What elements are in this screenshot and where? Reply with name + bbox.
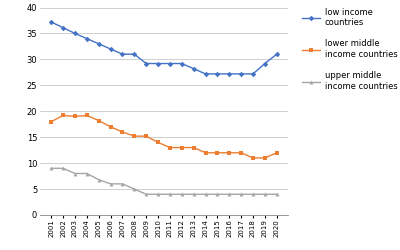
lower middle
income countries [156,141,160,144]
lower middle
income countries [132,135,137,138]
low income
countries [250,72,255,76]
low income
countries [168,62,172,65]
upper middle
income countries [73,172,78,175]
lower middle
income countries [227,151,232,154]
low income
countries [132,53,137,56]
Line: low income
countries: low income countries [49,20,279,76]
lower middle
income countries [61,114,66,117]
lower middle
income countries [191,146,196,149]
low income
countries [144,62,149,65]
low income
countries [203,72,208,76]
lower middle
income countries [120,130,125,134]
upper middle
income countries [156,193,160,196]
lower middle
income countries [215,151,220,154]
lower middle
income countries [144,135,149,138]
lower middle
income countries [49,120,54,123]
upper middle
income countries [144,193,149,196]
low income
countries [156,62,160,65]
Line: upper middle
income countries: upper middle income countries [49,166,279,196]
Legend: low income
countries, lower middle
income countries, upper middle
income countri: low income countries, lower middle incom… [302,8,397,91]
Line: lower middle
income countries: lower middle income countries [49,114,279,160]
upper middle
income countries [179,193,184,196]
upper middle
income countries [120,182,125,186]
lower middle
income countries [274,151,279,154]
upper middle
income countries [168,193,172,196]
lower middle
income countries [262,156,267,160]
lower middle
income countries [239,151,244,154]
upper middle
income countries [49,167,54,170]
upper middle
income countries [108,182,113,186]
lower middle
income countries [250,156,255,160]
upper middle
income countries [227,193,232,196]
low income
countries [84,37,89,40]
low income
countries [108,48,113,50]
lower middle
income countries [73,115,78,118]
low income
countries [179,62,184,65]
low income
countries [73,32,78,35]
upper middle
income countries [239,193,244,196]
low income
countries [262,62,267,65]
low income
countries [239,72,244,76]
upper middle
income countries [84,172,89,175]
low income
countries [227,72,232,76]
low income
countries [49,20,54,24]
upper middle
income countries [215,193,220,196]
upper middle
income countries [96,178,101,181]
upper middle
income countries [262,193,267,196]
upper middle
income countries [191,193,196,196]
lower middle
income countries [179,146,184,149]
low income
countries [96,42,101,45]
low income
countries [274,53,279,56]
upper middle
income countries [61,167,66,170]
lower middle
income countries [84,114,89,117]
low income
countries [61,26,66,29]
upper middle
income countries [274,193,279,196]
upper middle
income countries [203,193,208,196]
upper middle
income countries [250,193,255,196]
lower middle
income countries [96,119,101,122]
low income
countries [120,53,125,56]
lower middle
income countries [203,151,208,154]
lower middle
income countries [108,125,113,128]
low income
countries [191,67,196,70]
lower middle
income countries [168,146,172,149]
upper middle
income countries [132,188,137,190]
low income
countries [215,72,220,76]
